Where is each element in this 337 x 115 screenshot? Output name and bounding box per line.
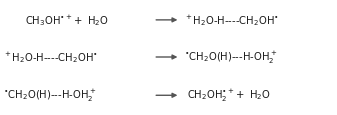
Text: $\mathrm{^+H_2O\text{-}H\text{----}CH_2OH^{\bullet}}$: $\mathrm{^+H_2O\text{-}H\text{----}CH_2O… — [184, 13, 279, 28]
Text: $\mathrm{^{\bullet}CH_2O(H)\text{---}H\text{-}OH_2^+}$: $\mathrm{^{\bullet}CH_2O(H)\text{---}H\t… — [3, 88, 97, 103]
Text: $\mathrm{^+H_2O\text{-}H\text{----}CH_2OH^{\bullet}}$: $\mathrm{^+H_2O\text{-}H\text{----}CH_2O… — [3, 50, 98, 65]
Text: $\mathrm{CH_2OH_2^{\bullet+}\!+\ H_2O}$: $\mathrm{CH_2OH_2^{\bullet+}\!+\ H_2O}$ — [187, 88, 271, 103]
Text: $\mathrm{^{\bullet}CH_2O(H)\text{---}H\text{-}OH_2^+}$: $\mathrm{^{\bullet}CH_2O(H)\text{---}H\t… — [184, 50, 277, 65]
Text: $\mathrm{CH_3OH^{\bullet+}\!+\ H_2O}$: $\mathrm{CH_3OH^{\bullet+}\!+\ H_2O}$ — [25, 13, 109, 28]
